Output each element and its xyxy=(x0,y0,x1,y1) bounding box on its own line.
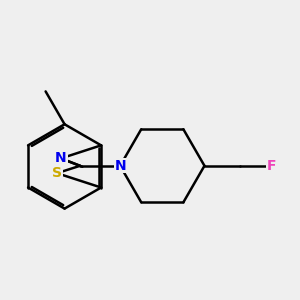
Text: F: F xyxy=(267,159,277,173)
Text: S: S xyxy=(52,166,62,180)
Text: N: N xyxy=(55,152,67,165)
Text: N: N xyxy=(114,159,126,173)
